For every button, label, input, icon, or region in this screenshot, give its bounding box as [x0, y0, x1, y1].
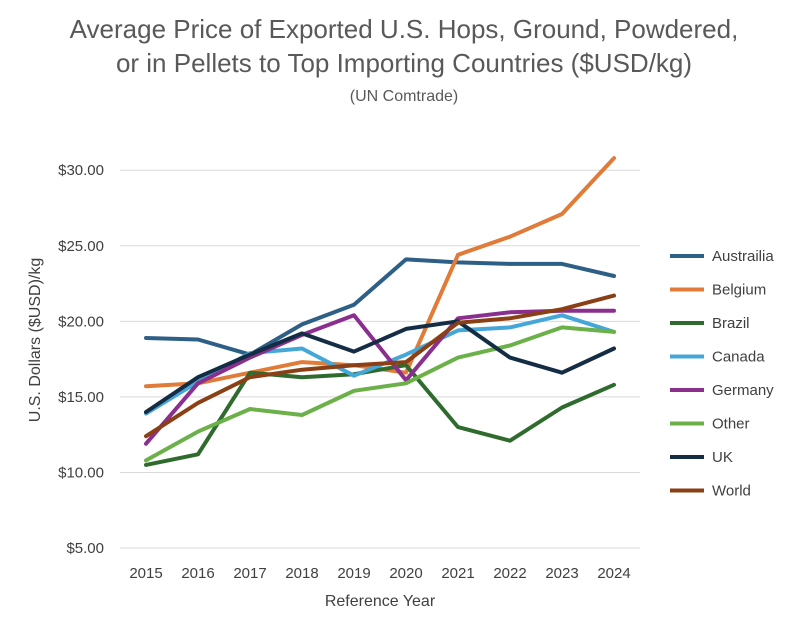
legend-item-germany: Germany [670, 382, 774, 399]
x-tick-label: 2020 [389, 565, 422, 582]
legend-label: Canada [712, 349, 765, 366]
legend-label: Brazil [712, 315, 750, 332]
x-tick-label: 2023 [545, 565, 578, 582]
chart-subtitle: (UN Comtrade) [350, 88, 458, 105]
x-tick-label: 2015 [129, 565, 162, 582]
legend-item-uk: UK [670, 449, 733, 466]
series-line-other [144, 325, 616, 463]
legend-label: Other [712, 416, 750, 433]
y-tick-label: $10.00 [58, 464, 104, 481]
x-tick-label: 2018 [285, 565, 318, 582]
y-tick-label: $5.00 [66, 540, 104, 557]
legend-item-brazil: Brazil [670, 315, 750, 332]
series-line-belgium [144, 156, 616, 389]
legend-label: World [712, 483, 751, 500]
x-tick-label: 2022 [493, 565, 526, 582]
x-tick-label: 2024 [597, 565, 630, 582]
series-line-brazil [144, 363, 616, 467]
gridlines [120, 169, 640, 549]
legend-item-other: Other [670, 416, 750, 433]
y-tick-label: $25.00 [58, 238, 104, 255]
legend-label: Germany [712, 382, 774, 399]
x-tick-label: 2021 [441, 565, 474, 582]
y-axis-title: U.S. Dollars ($USD)/kg [27, 258, 44, 422]
legend-label: Austrailia [712, 248, 774, 265]
y-axis-ticks: $5.00 $10.00 $15.00 $20.00 $25.00 $30.00 [58, 162, 104, 557]
legend: Austrailia Belgium Brazil Canada Germany Othe… [670, 248, 774, 500]
chart-title-line-2: or in Pellets to Top Importing Countries… [116, 48, 692, 78]
y-tick-label: $20.00 [58, 313, 104, 330]
y-tick-label: $15.00 [58, 389, 104, 406]
x-tick-label: 2017 [233, 565, 266, 582]
x-tick-label: 2016 [181, 565, 214, 582]
legend-item-canada: Canada [670, 349, 765, 366]
y-tick-label: $30.00 [58, 162, 104, 179]
legend-item-austrailia: Austrailia [670, 248, 774, 265]
x-axis-ticks: 2015 2016 2017 2018 2019 2020 2021 2022 2023 2024 [129, 565, 630, 582]
series-line-world [144, 293, 616, 439]
series-line-germany [144, 308, 616, 446]
series-line-austrailia [144, 257, 616, 357]
legend-item-belgium: Belgium [670, 282, 766, 299]
series-line-uk [144, 319, 616, 414]
legend-label: Belgium [712, 282, 766, 299]
legend-item-world: World [670, 483, 751, 500]
x-axis-title: Reference Year [325, 593, 436, 610]
chart-title-line-1: Average Price of Exported U.S. Hops, Gro… [70, 14, 739, 44]
x-tick-label: 2019 [337, 565, 370, 582]
series-lines [144, 156, 616, 467]
legend-label: UK [712, 449, 733, 466]
